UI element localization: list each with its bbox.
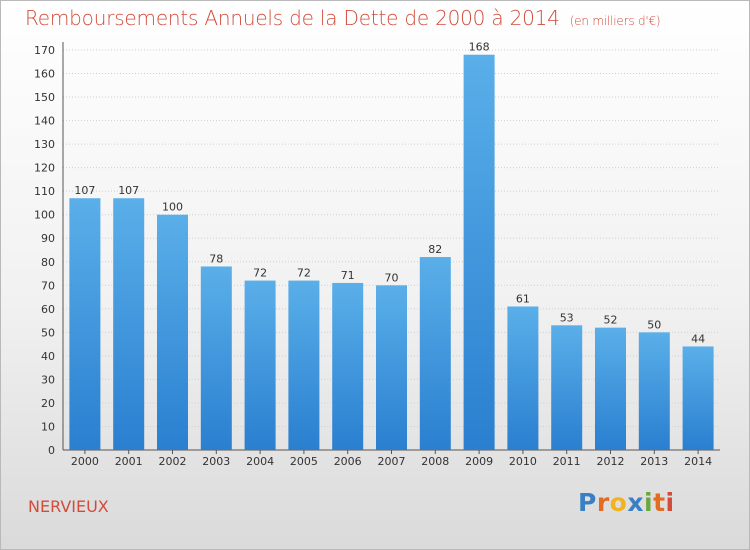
- data-label-2014: 44: [691, 332, 705, 345]
- data-label-2012: 52: [604, 314, 618, 327]
- bar-2013: [638, 332, 670, 450]
- data-label-2001: 107: [118, 184, 139, 197]
- bar-2001: [113, 198, 145, 450]
- data-label-2003: 78: [209, 252, 223, 265]
- bar-2006: [332, 282, 364, 450]
- data-label-2009: 168: [469, 41, 490, 54]
- bar-2010: [507, 306, 539, 450]
- y-tick-label: 140: [34, 115, 55, 128]
- logo-letter: i: [644, 488, 654, 517]
- y-tick-label: 60: [41, 303, 55, 316]
- y-tick-label: 10: [41, 420, 55, 433]
- bar-2011: [551, 325, 583, 450]
- bar-2009: [463, 54, 495, 451]
- logo-letter: x: [627, 488, 644, 517]
- x-tick-label-2008: 2008: [421, 455, 449, 468]
- x-tick-label-2000: 2000: [71, 455, 99, 468]
- x-tick-label-2007: 2007: [378, 455, 406, 468]
- y-tick-label: 70: [41, 279, 55, 292]
- data-label-2010: 61: [516, 292, 530, 305]
- y-tick-label: 170: [34, 44, 55, 57]
- x-tick-label-2004: 2004: [246, 455, 274, 468]
- commune-name: NERVIEUX: [28, 497, 109, 516]
- data-label-2005: 72: [297, 267, 311, 280]
- x-tick-label-2002: 2002: [159, 455, 187, 468]
- bar-2003: [200, 266, 232, 450]
- x-tick-label-2012: 2012: [597, 455, 625, 468]
- y-tick-label: 150: [34, 91, 55, 104]
- y-tick-label: 160: [34, 68, 55, 81]
- logo-letter: P: [578, 488, 597, 517]
- data-label-2002: 100: [162, 201, 183, 214]
- data-label-2004: 72: [253, 267, 267, 280]
- data-label-2013: 50: [647, 318, 661, 331]
- bar-2005: [288, 280, 320, 450]
- x-tick-label-2014: 2014: [684, 455, 712, 468]
- x-tick-label-2010: 2010: [509, 455, 537, 468]
- data-label-2007: 70: [385, 271, 399, 284]
- x-tick-label-2006: 2006: [334, 455, 362, 468]
- x-tick-label-2003: 2003: [202, 455, 230, 468]
- data-label-2006: 71: [341, 269, 355, 282]
- y-tick-label: 40: [41, 350, 55, 363]
- y-tick-label: 30: [41, 373, 55, 386]
- bar-2007: [376, 285, 407, 450]
- x-tick-label-2005: 2005: [290, 455, 318, 468]
- x-tick-label-2009: 2009: [465, 455, 493, 468]
- logo-letter: o: [609, 488, 628, 517]
- logo-letter: r: [596, 488, 610, 517]
- y-tick-label: 20: [41, 397, 55, 410]
- x-tick-label-2001: 2001: [115, 455, 143, 468]
- data-label-2000: 107: [74, 184, 95, 197]
- logo-letter: i: [665, 488, 675, 517]
- bar-2014: [682, 346, 714, 450]
- chart-title-main: Remboursements Annuels de la Dette de 20…: [25, 6, 560, 30]
- proxiti-logo: Proxiti: [578, 488, 675, 517]
- chart-title: Remboursements Annuels de la Dette de 20…: [25, 6, 661, 30]
- y-tick-label: 50: [41, 326, 55, 339]
- data-label-2011: 53: [560, 311, 574, 324]
- y-tick-label: 130: [34, 138, 55, 151]
- logo-letter: t: [653, 488, 666, 517]
- y-tick-label: 90: [41, 232, 55, 245]
- x-tick-label-2013: 2013: [640, 455, 668, 468]
- y-tick-label: 110: [34, 185, 55, 198]
- y-tick-label: 100: [34, 209, 55, 222]
- bar-2002: [157, 214, 188, 450]
- y-tick-label: 0: [48, 444, 55, 457]
- y-tick-label: 120: [34, 162, 55, 175]
- bar-2008: [419, 257, 451, 450]
- bar-2000: [69, 198, 101, 450]
- chart-subtitle: (en milliers d'€): [569, 14, 661, 28]
- x-tick-label-2011: 2011: [553, 455, 581, 468]
- bar-2012: [595, 327, 626, 450]
- y-tick-label: 80: [41, 256, 55, 269]
- data-label-2008: 82: [428, 243, 442, 256]
- bar-2004: [244, 280, 276, 450]
